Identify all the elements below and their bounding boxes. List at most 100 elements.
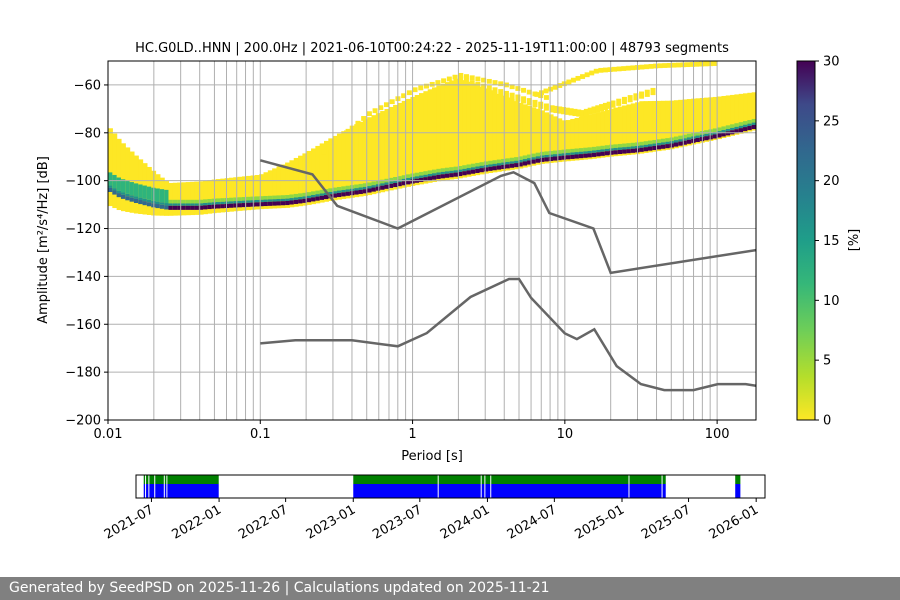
heatmap-cell	[384, 108, 390, 192]
heatmap-cell	[423, 171, 429, 175]
heatmap-cell	[694, 61, 700, 67]
heatmap-cell	[543, 103, 549, 111]
heatmap-cell	[388, 181, 394, 184]
heatmap-cell	[198, 199, 204, 204]
heatmap-cell	[644, 64, 650, 70]
heatmap-cell	[509, 163, 515, 168]
heatmap-cell	[553, 105, 559, 114]
heatmap-cell	[470, 169, 476, 174]
heatmap-cell	[388, 177, 394, 182]
heatmap-cell	[336, 133, 342, 200]
heatmap-cell	[712, 61, 718, 66]
heatmap-cell	[311, 194, 316, 198]
heatmap-cell	[596, 146, 602, 150]
heatmap-cell	[514, 163, 519, 168]
heatmap-cell	[587, 114, 593, 160]
heatmap-cell	[665, 141, 671, 145]
heatmap-cell	[557, 83, 563, 88]
heatmap-cell	[272, 168, 278, 209]
heatmap-cell	[185, 205, 191, 210]
heatmap-cell	[630, 142, 636, 147]
heatmap-cell	[241, 203, 247, 208]
heatmap-cell	[237, 200, 243, 204]
heatmap-cell	[570, 154, 576, 159]
heatmap-cell	[112, 174, 118, 189]
heatmap-cell	[704, 130, 710, 134]
heatmap-cell	[315, 194, 321, 197]
heatmap-cell	[650, 87, 656, 96]
heatmap-cell	[224, 201, 230, 204]
heatmap-cell	[734, 94, 740, 135]
heatmap-cell	[406, 98, 411, 187]
heatmap-cell	[665, 138, 671, 142]
heatmap-cell	[453, 78, 459, 179]
heatmap-cell	[540, 151, 545, 156]
heatmap-cell	[570, 148, 576, 153]
heatmap-cell	[125, 193, 131, 197]
heatmap-cell	[116, 138, 122, 211]
heatmap-cell	[621, 66, 627, 71]
heatmap-cell	[610, 100, 616, 108]
heatmap-cell	[630, 146, 636, 149]
heatmap-cell	[557, 156, 563, 161]
heatmap-cell	[168, 182, 174, 216]
ppsd-figure: HC.G0LD..HNN | 200.0Hz | 2021-06-10T00:2…	[36, 41, 862, 543]
heatmap-cell	[591, 106, 597, 114]
heatmap-cell	[531, 159, 537, 164]
heatmap-cell	[436, 174, 442, 179]
heatmap-cell	[509, 92, 515, 100]
heatmap-cell	[673, 142, 679, 147]
heatmap-cell	[626, 143, 632, 147]
heatmap-cell	[466, 81, 472, 177]
heatmap-cell	[444, 171, 450, 174]
heatmap-cell	[298, 199, 303, 204]
heatmap-cell	[120, 194, 126, 199]
heatmap-cell	[578, 116, 584, 161]
heatmap-cell	[259, 199, 265, 203]
heatmap-cell	[228, 203, 234, 208]
heatmap-cell	[220, 204, 226, 209]
heatmap-cell	[285, 195, 291, 199]
curve-nhnm	[259, 159, 756, 275]
heatmap-cell	[311, 191, 316, 195]
heatmap-cell	[488, 90, 494, 173]
heatmap-cell	[177, 205, 183, 210]
heatmap-cell	[412, 87, 418, 93]
heatmap-cell	[172, 205, 178, 210]
heatmap-cell	[203, 199, 208, 203]
heatmap-cell	[602, 67, 608, 73]
heatmap-cell	[362, 183, 368, 187]
heatmap-cell	[613, 144, 619, 148]
heatmap-cell	[378, 105, 384, 111]
heatmap-cell	[466, 168, 472, 171]
heatmap-cell	[639, 91, 645, 99]
heatmap-cell	[561, 155, 567, 160]
heatmap-cell	[730, 94, 735, 136]
heatmap-cell	[600, 149, 606, 152]
heatmap-cell	[575, 75, 581, 81]
heatmap-cell	[578, 154, 584, 159]
heatmap-cell	[565, 149, 571, 153]
y-tick-label: −160	[65, 318, 101, 333]
heatmap-cell	[129, 197, 135, 202]
heatmap-cell	[441, 78, 447, 84]
heatmap-cell	[584, 72, 590, 78]
heatmap-cell	[712, 134, 718, 139]
heatmap-cell	[457, 169, 463, 172]
heatmap-cell	[224, 203, 230, 209]
heatmap-cell	[190, 205, 195, 210]
heatmap-cell	[475, 81, 481, 90]
heatmap-cell	[345, 191, 351, 196]
heatmap-cell	[475, 168, 481, 173]
heatmap-cell	[481, 83, 487, 91]
heatmap-cell	[267, 201, 273, 206]
heatmap-cell	[362, 186, 368, 190]
heatmap-cell	[293, 199, 299, 204]
heatmap-cell	[285, 200, 291, 206]
heatmap-cell	[544, 155, 550, 158]
heatmap-cell	[561, 81, 567, 87]
heatmap-cell	[557, 150, 563, 154]
heatmap-cell	[233, 203, 239, 208]
heatmap-cell	[630, 65, 636, 71]
heatmap-cell	[591, 146, 597, 151]
